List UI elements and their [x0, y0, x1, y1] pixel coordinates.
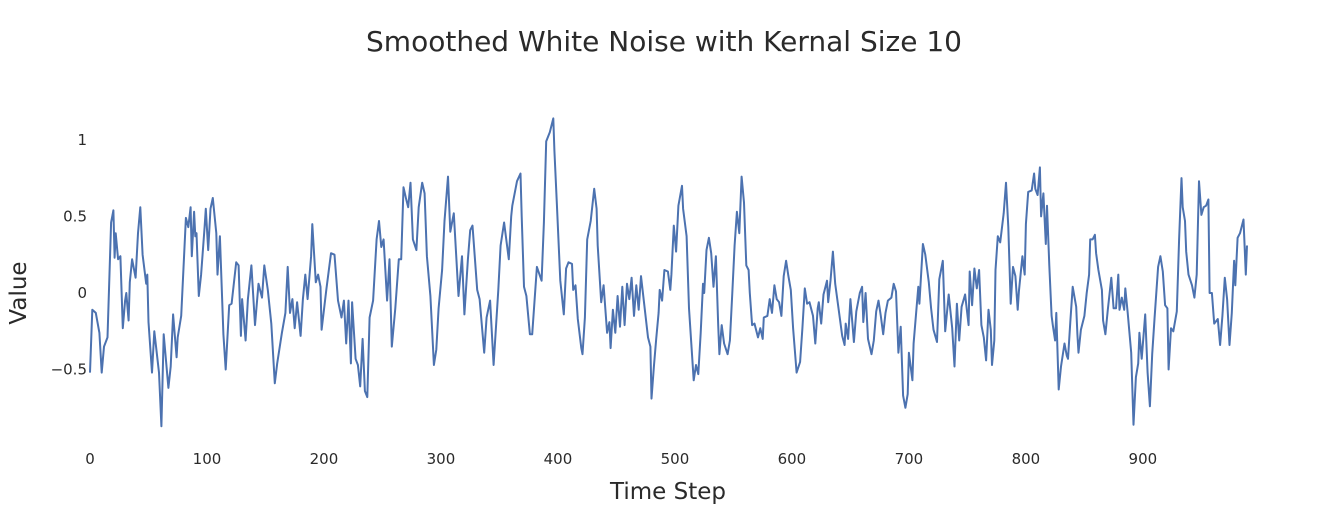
y-tick-label: 0 [77, 284, 87, 302]
x-tick-label: 200 [310, 450, 339, 468]
x-axis-ticks: 0 100 200 300 400 500 600 700 800 900 [85, 450, 1157, 468]
x-tick-label: 600 [778, 450, 807, 468]
series-line [89, 117, 1248, 428]
y-axis-label: Value [6, 261, 32, 324]
y-tick-label: 1 [77, 131, 87, 149]
y-tick-label: −0.5 [51, 361, 87, 379]
chart-title: Smoothed White Noise with Kernal Size 10 [366, 25, 962, 58]
x-tick-label: 700 [895, 450, 924, 468]
x-tick-label: 800 [1012, 450, 1041, 468]
x-tick-label: 900 [1129, 450, 1158, 468]
x-axis-label: Time Step [609, 479, 726, 505]
x-tick-label: 500 [661, 450, 690, 468]
y-tick-label: 0.5 [63, 207, 87, 225]
x-tick-label: 100 [193, 450, 222, 468]
y-axis-ticks: −0.5 0 0.5 1 [51, 131, 87, 379]
x-tick-label: 300 [427, 450, 456, 468]
x-tick-label: 400 [544, 450, 573, 468]
x-tick-label: 0 [85, 450, 95, 468]
